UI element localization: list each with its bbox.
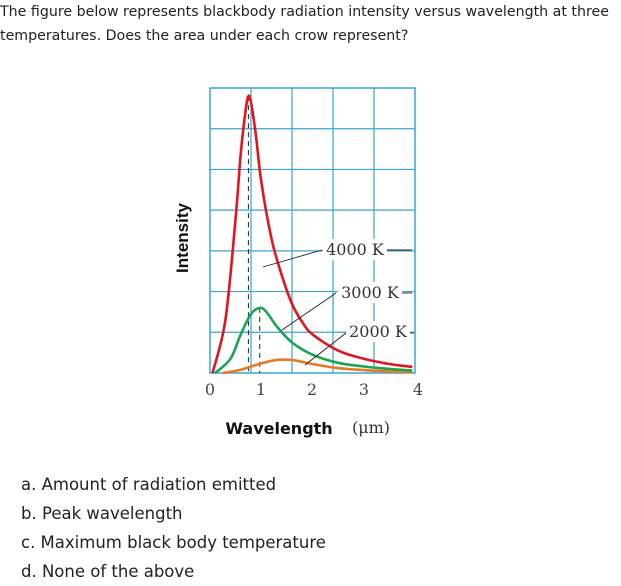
series-curves [211,94,413,375]
y-axis-label: Intensity [173,203,192,273]
question-text: The figure below represents blackbody ra… [0,4,609,44]
option-b[interactable]: b. Peak wavelength [21,504,183,523]
option-d[interactable]: d. None of the above [21,562,195,581]
leader-line [281,292,337,331]
series-label: 2000 K [349,322,408,341]
x-tick-label: 4 [413,380,423,399]
series-labels: 4000 K 3000 K 2000 K [323,239,410,342]
x-axis-unit: (μm) [352,418,390,437]
plot-frame [209,87,416,374]
leader-lines [262,249,414,366]
option-a[interactable]: a. Amount of radiation emitted [21,475,277,494]
series-label-bg [346,321,410,342]
x-tick-label: 2 [307,380,317,399]
series-label: 3000 K [341,283,400,302]
series-label: 4000 K [326,240,385,259]
x-tick-label: 1 [256,380,266,399]
leader-line [304,332,347,366]
x-tick-labels: 0 1 2 3 4 [205,380,423,399]
blackbody-chart: 4000 K 3000 K 2000 K 0 1 2 3 4 Intensity Wavel… [173,87,423,438]
peak-markers [247,96,261,373]
series-label-bg [338,282,402,303]
x-tick-label: 3 [359,380,369,399]
x-tick-label: 0 [205,380,215,399]
series-line-4000k [211,94,413,374]
series-label-bg [323,239,387,260]
leader-line [262,249,323,268]
answer-options: a. Amount of radiation emitted b. Peak w… [21,470,326,586]
series-line-3000k [214,306,413,374]
series-line-2000k [222,358,413,375]
x-axis-label: Wavelength [225,419,332,438]
option-c[interactable]: c. Maximum black body temperature [21,533,326,552]
